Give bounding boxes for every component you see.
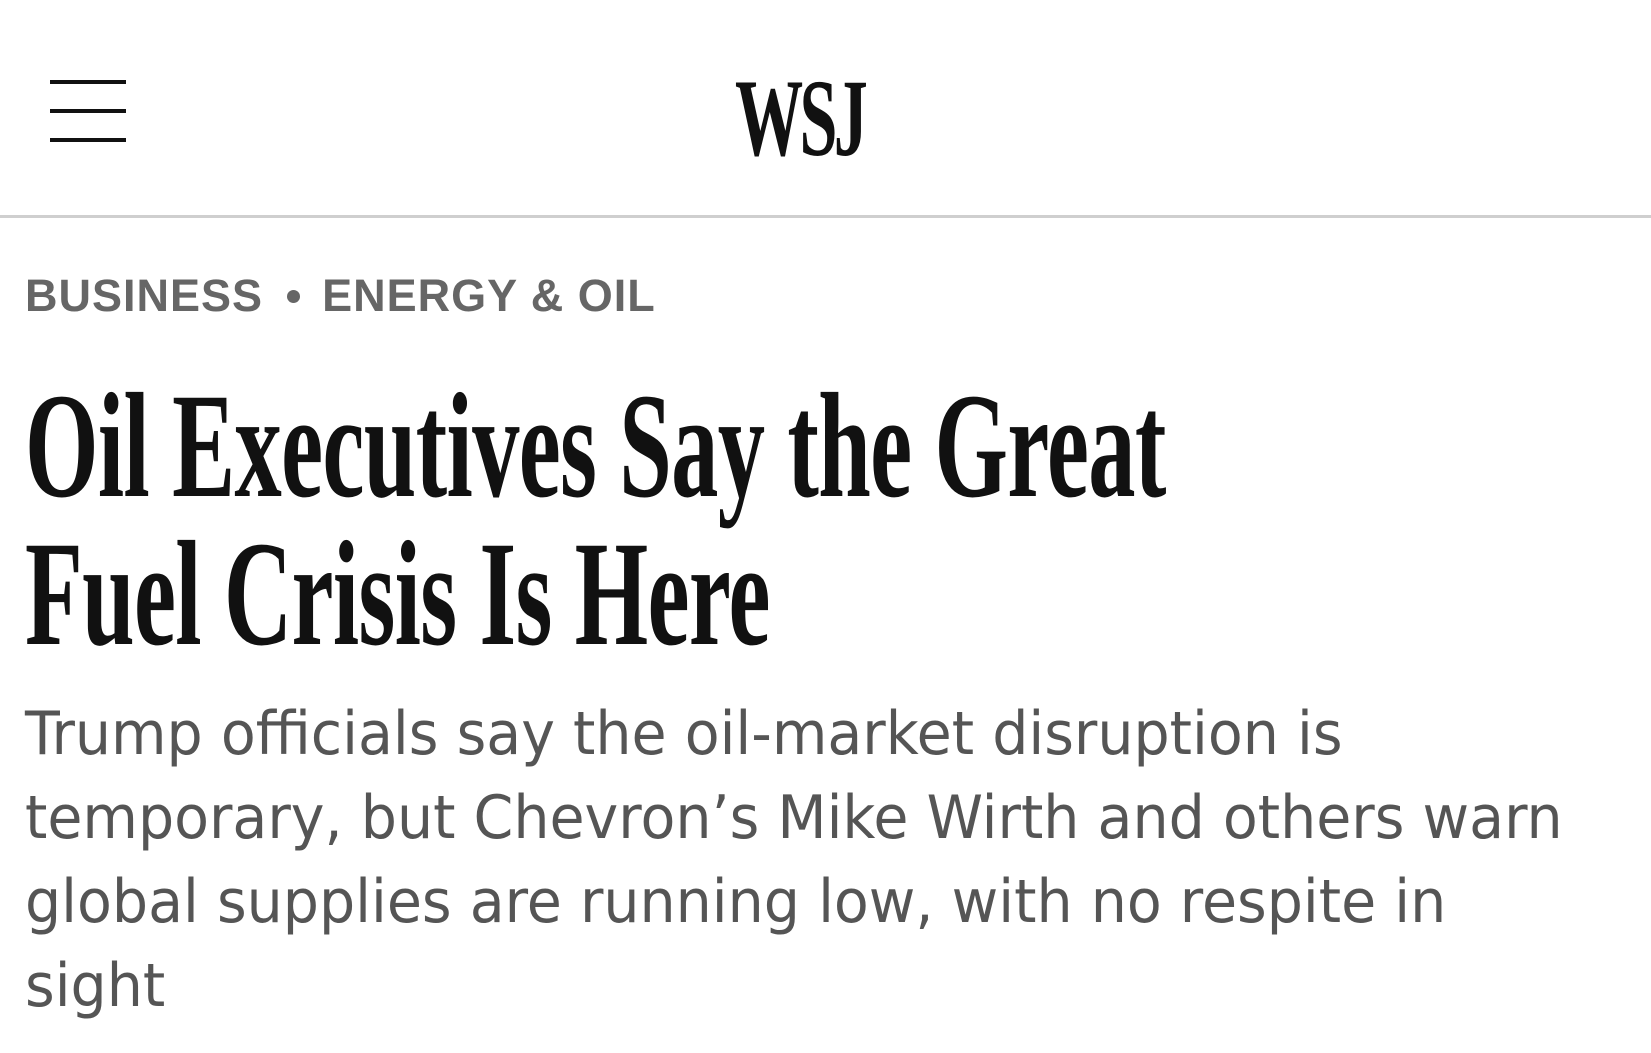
wsj-logo[interactable]: WSJ [735,57,868,179]
breadcrumb-separator-dot-icon [287,289,301,303]
breadcrumb-subsection-energy-oil[interactable]: ENERGY & OIL [322,270,656,321]
breadcrumb: BUSINESS ENERGY & OIL [25,268,656,324]
site-header: WSJ [0,0,1651,218]
dek-line: Trump officials say the oil-market disru… [25,699,1343,769]
hamburger-menu-icon[interactable] [50,80,126,142]
dek-line: temporary, but Chevron’s Mike Wirth and … [25,783,1563,853]
menu-bar-middle [50,109,126,113]
menu-bar-top [50,80,126,84]
headline-line: Fuel Crisis Is Here [25,511,770,677]
breadcrumb-section-business[interactable]: BUSINESS [25,270,264,321]
headline-line: Oil Executives Say the Great [25,363,1166,529]
article-dek: Trump officials say the oil-market disru… [25,692,1563,1028]
dek-line: global supplies are running low, with no… [25,867,1447,937]
article-headline: Oil Executives Say the Great Fuel Crisis… [25,363,1285,677]
dek-line: sight [25,951,166,1021]
menu-bar-bottom [50,138,126,142]
